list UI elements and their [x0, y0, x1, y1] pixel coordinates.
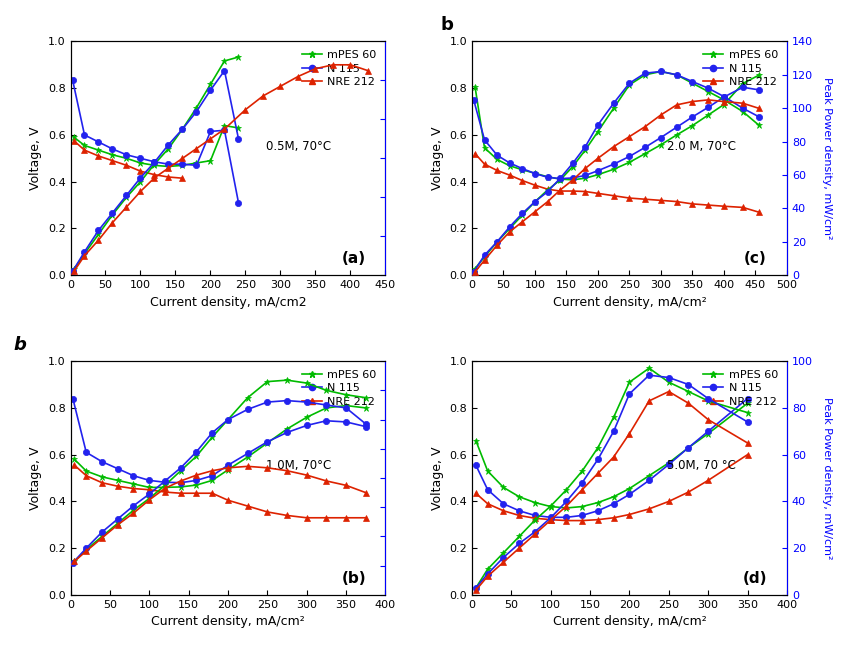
X-axis label: Current density, mA/cm²: Current density, mA/cm² [151, 615, 305, 628]
Y-axis label: Voltage, V: Voltage, V [430, 446, 444, 510]
Text: 0.5M, 70°C: 0.5M, 70°C [266, 139, 331, 153]
Text: (c): (c) [744, 252, 767, 266]
X-axis label: Current density, mA/cm²: Current density, mA/cm² [553, 295, 706, 308]
Text: b: b [441, 16, 453, 34]
Y-axis label: Peak Power density, mW/cm²: Peak Power density, mW/cm² [822, 397, 832, 559]
Text: 2.0 M, 70°C: 2.0 M, 70°C [667, 139, 736, 153]
Legend: mPES 60, N 115, NRE 212: mPES 60, N 115, NRE 212 [299, 367, 380, 410]
Legend: mPES 60, N 115, NRE 212: mPES 60, N 115, NRE 212 [299, 47, 380, 90]
Legend: mPES 60, N 115, NRE 212: mPES 60, N 115, NRE 212 [700, 47, 781, 90]
Text: b: b [14, 336, 26, 354]
Text: (d): (d) [743, 571, 767, 586]
Text: (a): (a) [342, 252, 366, 266]
Text: 5.0M, 70 °C: 5.0M, 70 °C [667, 459, 736, 472]
X-axis label: Current density, mA/cm²: Current density, mA/cm² [553, 615, 706, 628]
Text: (b): (b) [341, 571, 366, 586]
Y-axis label: Peak Power density, mW/cm²: Peak Power density, mW/cm² [823, 77, 832, 239]
Y-axis label: Voltage, V: Voltage, V [30, 446, 42, 510]
Y-axis label: Voltage, V: Voltage, V [30, 126, 42, 190]
Legend: mPES 60, N 115, NRE 212: mPES 60, N 115, NRE 212 [700, 367, 781, 410]
Y-axis label: Voltage, V: Voltage, V [430, 126, 444, 190]
Text: 1.0M, 70°C: 1.0M, 70°C [266, 459, 331, 472]
X-axis label: Current density, mA/cm2: Current density, mA/cm2 [149, 295, 306, 308]
